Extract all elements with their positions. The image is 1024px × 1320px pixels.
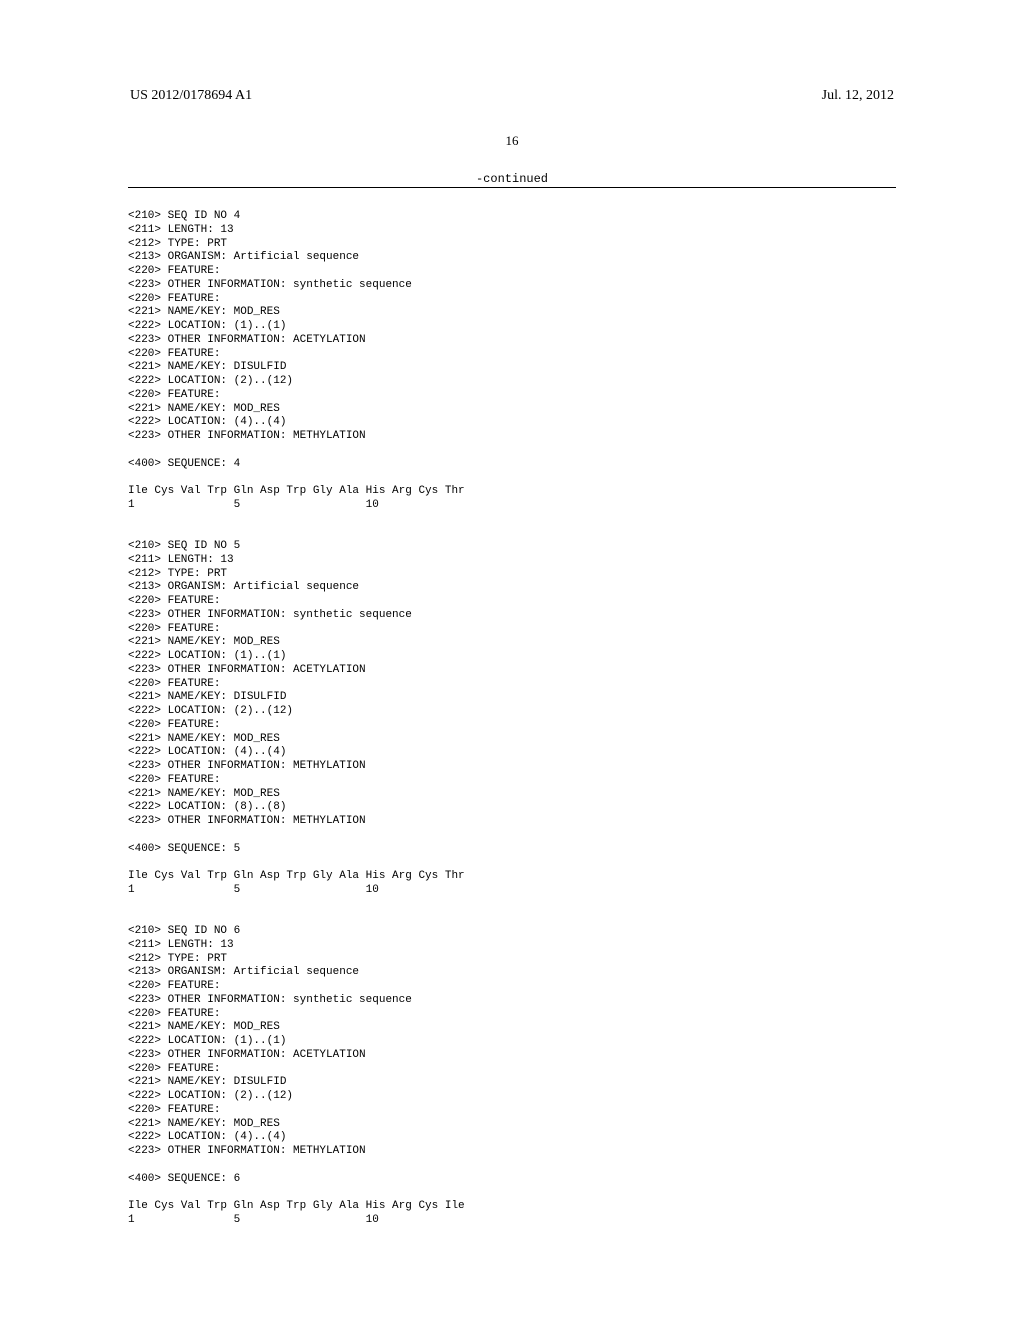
continued-label: -continued	[0, 172, 1024, 186]
page-number: 16	[0, 133, 1024, 149]
document-date: Jul. 12, 2012	[822, 88, 894, 104]
sequence-listing-content: <210> SEQ ID NO 4 <211> LENGTH: 13 <212>…	[128, 210, 896, 1228]
horizontal-rule	[128, 187, 896, 188]
document-id: US 2012/0178694 A1	[130, 88, 252, 104]
header: US 2012/0178694 A1 Jul. 12, 2012	[0, 88, 1024, 104]
